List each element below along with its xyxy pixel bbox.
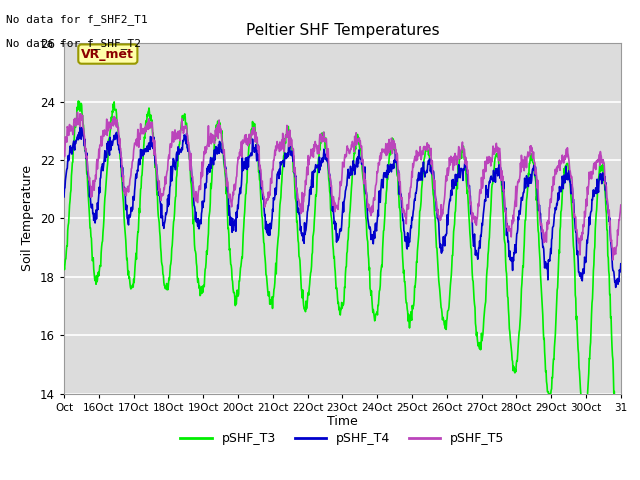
pSHF_T5 <box>60 146 68 152</box>
pSHF_T5 <box>302 182 310 188</box>
pSHF_T3 <box>74 98 82 104</box>
Title: Peltier SHF Temperatures: Peltier SHF Temperatures <box>246 23 439 38</box>
pSHF_T4 <box>154 179 162 184</box>
pSHF_T3 <box>60 262 68 268</box>
X-axis label: Time: Time <box>327 415 358 429</box>
Text: VR_met: VR_met <box>81 48 134 60</box>
pSHF_T3 <box>365 256 372 262</box>
pSHF_T4 <box>617 261 625 266</box>
pSHF_T3 <box>353 137 361 143</box>
Line: pSHF_T5: pSHF_T5 <box>64 112 621 260</box>
pSHF_T5 <box>248 128 256 133</box>
pSHF_T4 <box>60 194 68 200</box>
pSHF_T5 <box>365 202 372 207</box>
pSHF_T5 <box>609 257 617 263</box>
pSHF_T4 <box>302 227 310 233</box>
pSHF_T4 <box>134 161 142 167</box>
pSHF_T3 <box>248 131 256 136</box>
pSHF_T3 <box>617 429 625 435</box>
pSHF_T5 <box>353 139 361 145</box>
Text: No data for f_SHF2_T1: No data for f_SHF2_T1 <box>6 14 148 25</box>
pSHF_T3 <box>134 229 142 235</box>
pSHF_T3 <box>302 298 310 304</box>
pSHF_T4 <box>365 221 372 227</box>
pSHF_T5 <box>74 109 81 115</box>
pSHF_T3 <box>154 213 162 218</box>
Text: No data for f_SHF_T2: No data for f_SHF_T2 <box>6 38 141 49</box>
Line: pSHF_T4: pSHF_T4 <box>64 126 621 288</box>
pSHF_T5 <box>134 133 142 139</box>
pSHF_T4 <box>76 123 84 129</box>
pSHF_T4 <box>612 285 620 290</box>
pSHF_T4 <box>248 150 256 156</box>
Line: pSHF_T3: pSHF_T3 <box>64 101 621 444</box>
pSHF_T5 <box>617 202 625 208</box>
Legend: pSHF_T3, pSHF_T4, pSHF_T5: pSHF_T3, pSHF_T4, pSHF_T5 <box>175 427 509 450</box>
pSHF_T5 <box>154 178 162 183</box>
Y-axis label: Soil Temperature: Soil Temperature <box>21 166 35 271</box>
pSHF_T3 <box>614 441 622 446</box>
pSHF_T4 <box>353 155 361 161</box>
